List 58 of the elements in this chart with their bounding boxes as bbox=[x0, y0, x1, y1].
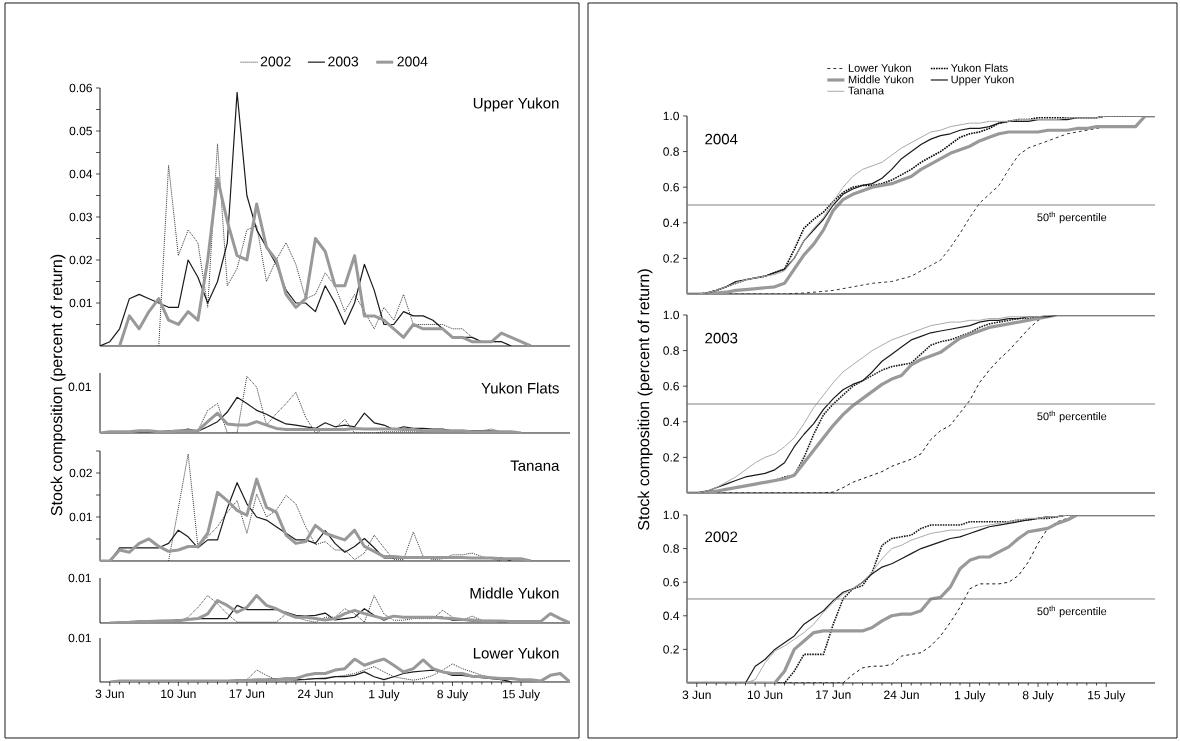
legend-label: Lower Yukon bbox=[848, 63, 911, 72]
y-tick-label: 0.6 bbox=[663, 182, 679, 192]
ref-line-label: 50$^{th}$ percentile bbox=[1037, 410, 1107, 423]
y-tick-label: 0.03 bbox=[69, 212, 92, 222]
x-tick-label: 15 July bbox=[1088, 690, 1126, 702]
y-tick-label: 0.4 bbox=[663, 611, 680, 621]
x-tick-label: 1 July bbox=[954, 690, 986, 702]
y-tick-label: 0.2 bbox=[663, 254, 679, 263]
chart-title: Lower Yukon bbox=[473, 647, 559, 659]
x-tick-label: 3 Jun bbox=[682, 690, 711, 700]
x-tick-label: 8 July bbox=[437, 689, 469, 701]
y-tick-label: 0.4 bbox=[663, 218, 680, 228]
y-tick-label: 0.4 bbox=[663, 417, 680, 427]
y-tick-label: 0.8 bbox=[663, 147, 679, 156]
x-tick-label: 15 July bbox=[502, 689, 541, 701]
y-tick-label: 0.01 bbox=[69, 298, 92, 308]
y-tick-label: 0.02 bbox=[69, 255, 92, 265]
chart-title: Yukon Flats bbox=[481, 382, 559, 394]
y-tick-label: 0.2 bbox=[663, 645, 679, 654]
y-tick-label: 1.0 bbox=[663, 510, 680, 520]
y-tick-label: 0.2 bbox=[663, 453, 679, 462]
legend-label: Upper Yukon bbox=[951, 75, 1014, 86]
y-axis-title: Stock composition (percent of return) bbox=[50, 254, 66, 516]
ref-line-label: 50$^{th}$ percentile bbox=[1037, 211, 1107, 224]
legend-label: 2004 bbox=[397, 56, 428, 67]
y-tick-label: 1.0 bbox=[663, 310, 680, 320]
y-tick-label: 0.01 bbox=[69, 512, 92, 522]
x-tick-label: 10 Jun bbox=[747, 690, 783, 700]
y-tick-label: 0.6 bbox=[663, 381, 679, 391]
y-tick-label: 0.8 bbox=[663, 346, 679, 355]
x-tick-label: 3 Jun bbox=[95, 689, 124, 699]
text: 2002 bbox=[705, 531, 738, 543]
y-tick-label: 0.06 bbox=[69, 83, 92, 93]
x-tick-label: 10 Jun bbox=[161, 689, 196, 699]
text: 2003 bbox=[705, 332, 738, 344]
y-tick-label: 0.02 bbox=[69, 468, 92, 478]
y-axis-title: Stock composition (percent of return) bbox=[637, 269, 653, 530]
y-tick-label: 0.04 bbox=[69, 169, 93, 179]
y-tick-label: 0.05 bbox=[69, 126, 92, 136]
legend-label: Yukon Flats bbox=[950, 63, 1008, 72]
chart-title: Tanana bbox=[510, 460, 560, 471]
chart-title: Middle Yukon bbox=[470, 587, 559, 599]
legend-label: 2003 bbox=[328, 56, 359, 67]
legend-label: 2002 bbox=[260, 56, 291, 67]
legend-label: Tanana bbox=[848, 86, 885, 95]
x-tick-label: 24 Jun bbox=[298, 689, 333, 699]
y-tick-label: 1.0 bbox=[663, 111, 680, 121]
x-tick-label: 8 July bbox=[1022, 690, 1054, 702]
legend-label: Middle Yukon bbox=[848, 75, 914, 84]
y-tick-label: 0.8 bbox=[663, 544, 679, 553]
x-tick-label: 1 July bbox=[369, 689, 400, 701]
text: Upper Yukon bbox=[473, 97, 559, 112]
ref-line-label: 50$^{th}$ percentile bbox=[1037, 605, 1107, 618]
y-tick-label: 0.6 bbox=[663, 577, 679, 587]
x-tick-label: 17 Jun bbox=[229, 689, 265, 698]
text: 2004 bbox=[705, 133, 738, 145]
x-tick-label: 17 Jun bbox=[816, 690, 851, 699]
x-tick-label: 24 Jun bbox=[884, 690, 919, 700]
